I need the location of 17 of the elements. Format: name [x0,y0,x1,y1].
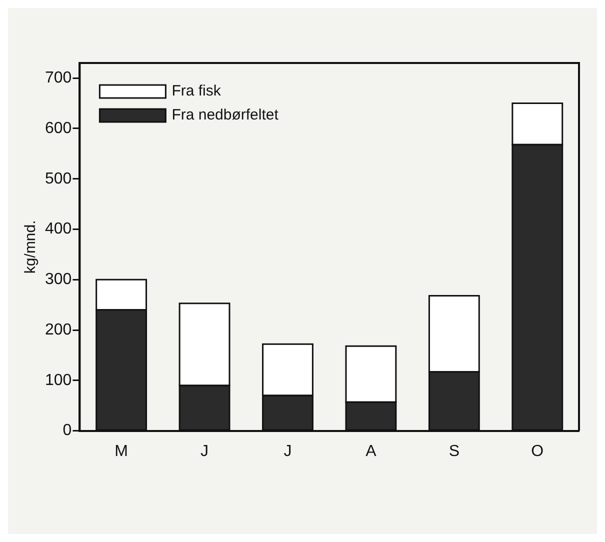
x-tick-label: J [284,442,292,460]
legend-label: Fra fisk [172,82,222,100]
x-tick-label: M [114,442,128,460]
x-tick-label: S [448,442,460,460]
legend-label: Fra nedbørfeltet [172,106,280,124]
y-tick-label: 300 [44,271,72,288]
y-axis-title: kg/mnd. [22,220,40,274]
y-tick-label: 100 [44,372,72,389]
x-tick-label: J [200,442,209,460]
x-tick-label: O [531,442,544,460]
x-tick-label: A [366,442,377,460]
y-tick-label: 600 [44,120,72,137]
y-tick-label: 500 [44,170,72,188]
y-tick-label: 400 [44,220,72,238]
y-tick-label: 700 [44,70,72,87]
y-tick-label: 0 [62,422,72,440]
y-tick-label: 200 [44,321,72,338]
